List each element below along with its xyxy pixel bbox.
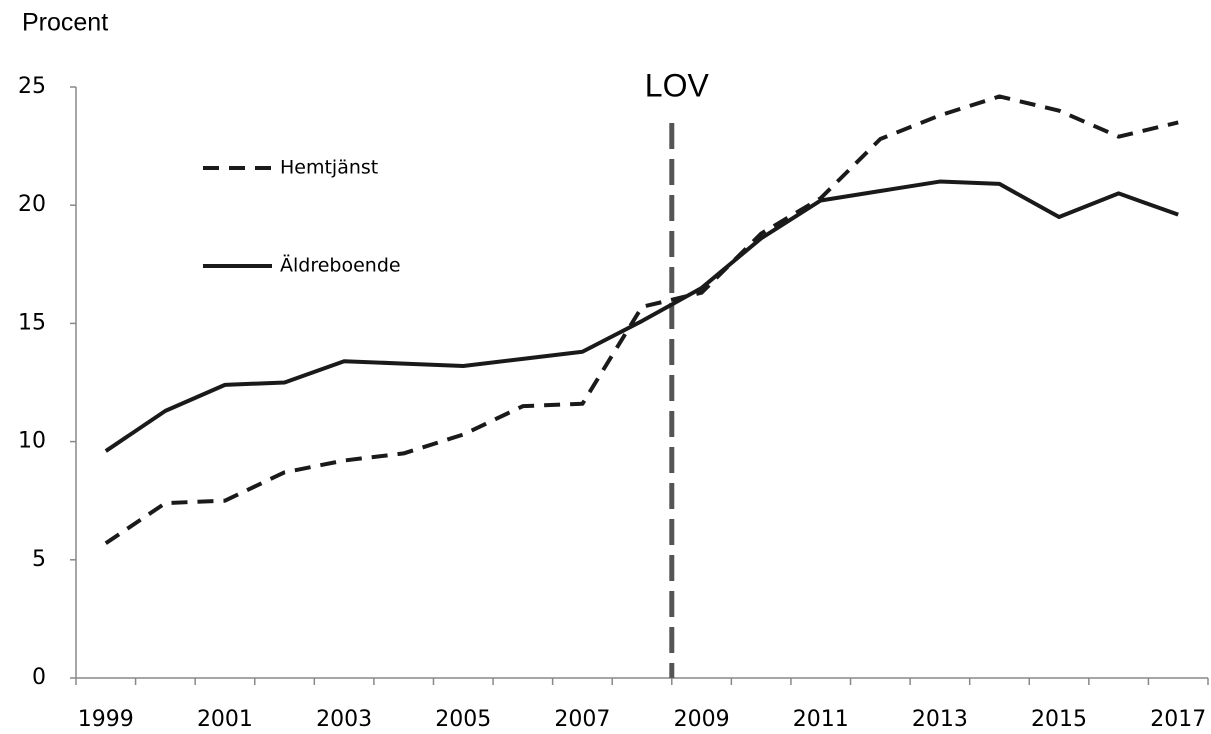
x-tick-label: 2005: [435, 707, 491, 732]
y-tick-label: 5: [32, 547, 46, 572]
y-tick-label: 10: [18, 429, 46, 454]
y-tick-label: 0: [32, 665, 46, 690]
y-tick-label: 15: [18, 310, 46, 335]
x-tick-label: 2011: [793, 707, 849, 732]
annotation-label: LOV: [645, 67, 710, 103]
series-line: [104, 94, 1179, 545]
x-tick-label: 2017: [1150, 707, 1206, 732]
y-axis-label: Procent: [22, 9, 108, 37]
x-tick-label: 2009: [674, 707, 730, 732]
x-tick-label: 2015: [1031, 707, 1087, 732]
legend-label: Hemtjänst: [280, 157, 378, 179]
x-tick-label: 2003: [316, 707, 372, 732]
y-tick-label: 25: [18, 74, 46, 99]
x-tick-label: 2001: [197, 707, 253, 732]
legend-label: Äldreboende: [280, 254, 401, 277]
series-line: [104, 179, 1179, 453]
x-tick-label: 2007: [554, 707, 610, 732]
x-tick-label: 2013: [912, 707, 968, 732]
y-tick-label: 20: [18, 192, 46, 217]
x-tick-label: 1999: [78, 707, 134, 732]
